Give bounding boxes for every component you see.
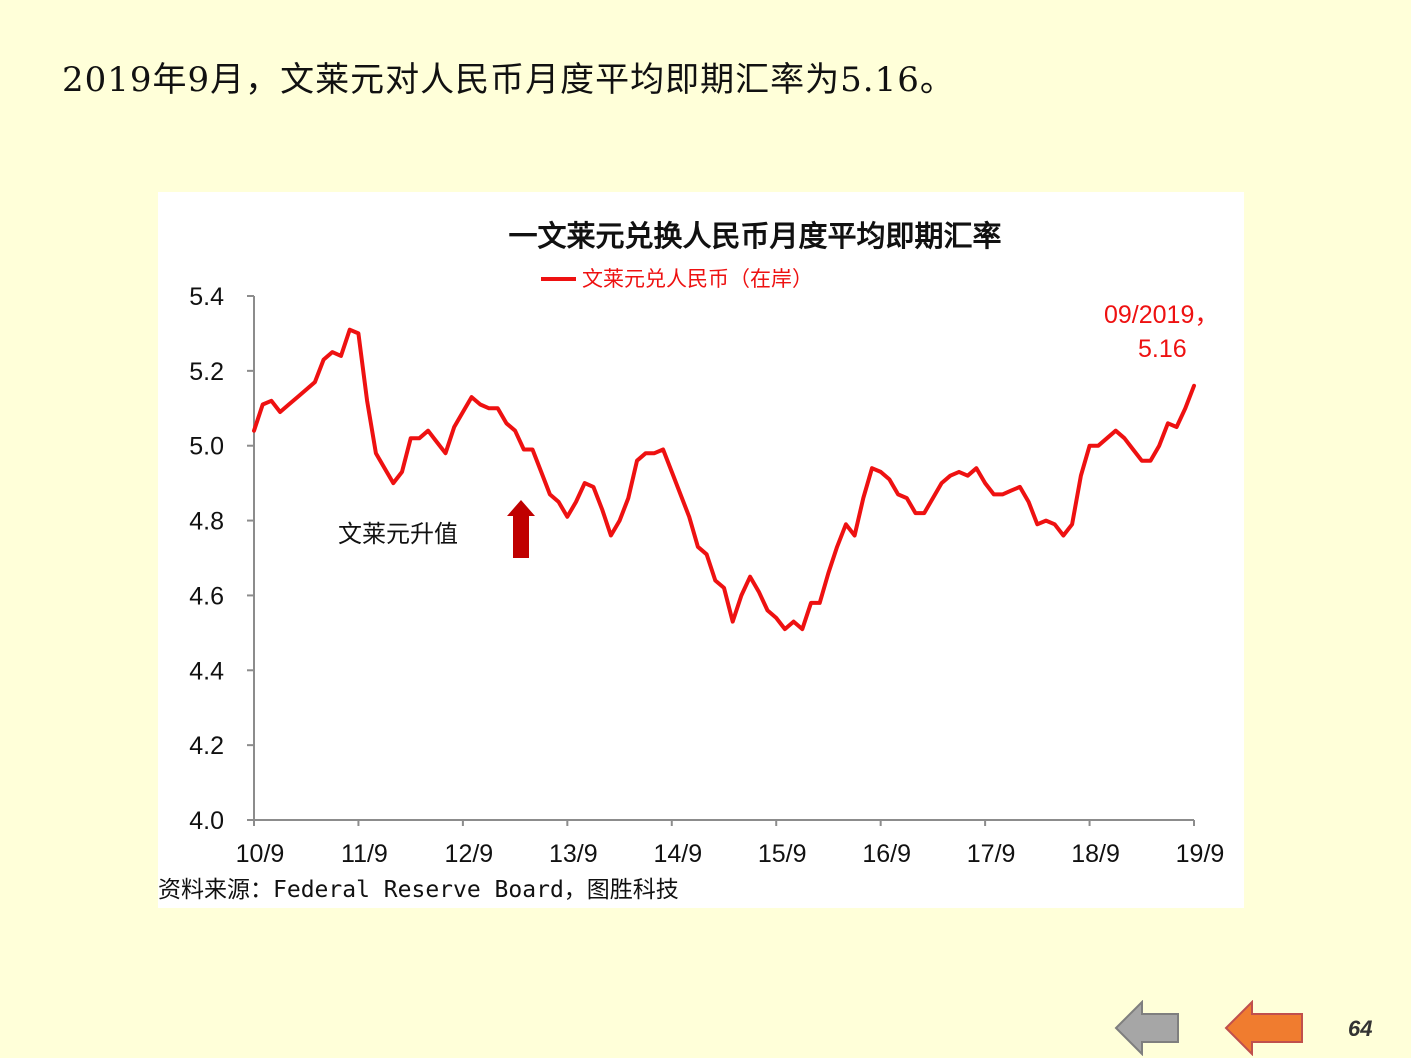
legend: 文莱元兑人民币（在岸） <box>541 267 813 291</box>
x-tick-label: 10/9 <box>236 840 285 868</box>
chart-panel: 一文莱元兑换人民币月度平均即期汇率 文莱元兑人民币（在岸） 5.4 5.2 5.0 4… <box>158 192 1244 908</box>
y-tick-label: 5.4 <box>189 283 224 311</box>
y-tick-label: 5.2 <box>189 358 224 386</box>
exchange-rate-line-chart: 一文莱元兑换人民币月度平均即期汇率 文莱元兑人民币（在岸） 5.4 5.2 5.0 4… <box>189 219 1225 868</box>
x-tick-label: 14/9 <box>653 840 702 868</box>
y-tick-label: 4.4 <box>189 657 224 685</box>
x-tick-label: 17/9 <box>967 840 1016 868</box>
appreciation-label: 文莱元升值 <box>338 520 458 548</box>
y-tick-label: 4.6 <box>189 582 224 610</box>
back-button[interactable] <box>1114 1000 1182 1056</box>
y-tick-label: 4.2 <box>189 732 224 760</box>
orange-left-arrow-icon <box>1224 1000 1303 1056</box>
end-value-label: 5.16 <box>1138 335 1187 363</box>
x-tick-label: 19/9 <box>1176 840 1225 868</box>
appreciation-annotation: 文莱元升值 <box>338 500 535 558</box>
headline: 2019年9月，文莱元对人民币月度平均即期汇率为5.16。 <box>62 60 955 100</box>
legend-label: 文莱元兑人民币（在岸） <box>582 267 813 291</box>
end-date-label: 09/2019， <box>1104 301 1219 329</box>
end-value-annotation: 09/2019， 5.16 <box>1104 301 1219 363</box>
x-tick-label: 13/9 <box>549 840 598 868</box>
x-tick-label: 11/9 <box>341 840 388 868</box>
y-tick-label: 4.0 <box>189 807 224 835</box>
page-number: 64 <box>1348 1016 1373 1041</box>
y-tick-label: 4.8 <box>189 508 224 536</box>
x-tick-label: 16/9 <box>862 840 911 868</box>
y-tick-label: 5.0 <box>189 433 224 461</box>
prev-button[interactable] <box>1224 1000 1306 1056</box>
source-note: 资料来源：Federal Reserve Board，图胜科技 <box>158 877 679 903</box>
x-tick-label: 15/9 <box>758 840 807 868</box>
series-layer <box>252 327 1196 632</box>
y-axis: 5.4 5.2 5.0 4.8 4.6 4.4 4.2 4.0 <box>189 283 255 835</box>
gray-left-arrow-icon <box>1114 1000 1179 1056</box>
up-arrow-icon <box>507 500 535 558</box>
x-axis: 10/9 11/9 12/9 13/9 14/9 15/9 16/9 17/9 18/9 19/9 <box>236 819 1225 868</box>
series-line <box>252 327 1196 632</box>
x-tick-label: 12/9 <box>445 840 494 868</box>
chart-title: 一文莱元兑换人民币月度平均即期汇率 <box>508 219 1001 253</box>
x-tick-label: 18/9 <box>1071 840 1120 868</box>
